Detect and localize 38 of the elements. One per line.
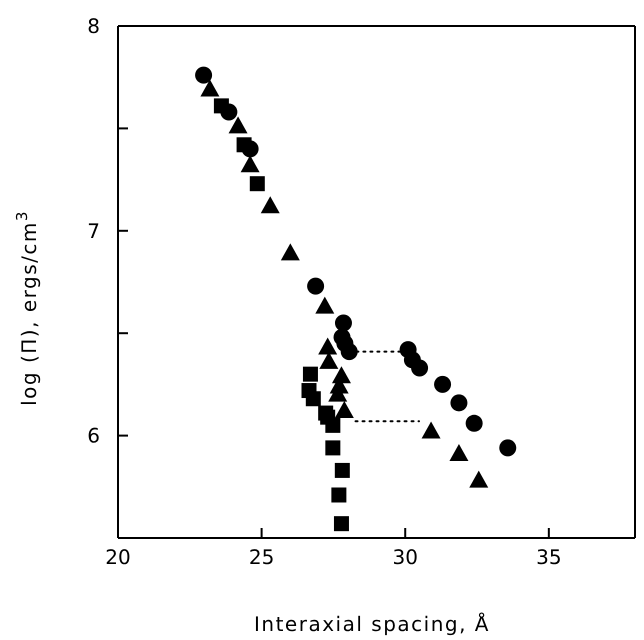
point [315, 296, 334, 314]
point [325, 440, 340, 456]
point [334, 314, 352, 332]
point [422, 422, 441, 439]
point [469, 470, 488, 488]
y-tick-label: 8 [87, 14, 100, 38]
y-tick-label: 7 [87, 218, 100, 243]
point [240, 155, 260, 172]
point [334, 516, 349, 532]
point [200, 79, 220, 96]
point [334, 401, 354, 418]
point [325, 418, 340, 433]
point [307, 278, 324, 295]
point [260, 196, 280, 214]
point [411, 360, 428, 377]
x-tick-label: 25 [248, 545, 274, 570]
point [302, 366, 318, 382]
point [195, 66, 212, 84]
point [450, 394, 468, 412]
y-tick-label: 6 [87, 424, 100, 448]
point [340, 343, 358, 360]
x-tick-label: 35 [536, 545, 562, 570]
x-axis-title: Interaxial spacing, Å [254, 612, 490, 636]
point [331, 487, 346, 502]
point [214, 98, 229, 114]
point [449, 444, 468, 462]
point [466, 414, 483, 432]
point [499, 439, 516, 456]
point [250, 176, 265, 192]
point [318, 338, 338, 355]
point [334, 462, 350, 478]
x-tick-label: 30 [392, 545, 418, 570]
point [236, 137, 252, 152]
point [228, 116, 248, 134]
x-tick-label: 20 [105, 545, 131, 570]
point [306, 391, 321, 406]
point [280, 243, 300, 260]
point [434, 376, 452, 393]
